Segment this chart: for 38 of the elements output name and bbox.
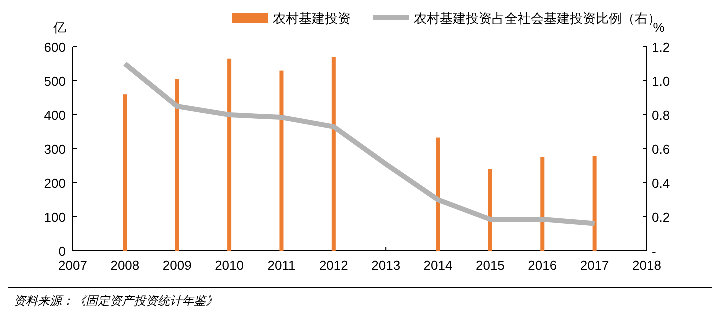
bar (436, 138, 440, 251)
y2-tick-label: - (652, 244, 656, 259)
y2-tick-label: 0.8 (652, 108, 670, 123)
x-tick-label: 2010 (215, 258, 244, 273)
y2-tick-label: 0.6 (652, 142, 670, 157)
y-tick-label: 300 (44, 142, 66, 157)
y2-tick-label: 1.2 (652, 40, 670, 55)
x-tick-label: 2007 (58, 258, 88, 273)
y-tick-label: 200 (44, 176, 66, 191)
y-tick-label: 100 (44, 210, 66, 225)
y2-tick-label: 0.2 (652, 210, 670, 225)
bar (332, 57, 336, 251)
bar (175, 79, 180, 251)
y-tick-label: 0 (58, 244, 66, 259)
bar (488, 169, 492, 251)
x-tick-label: 2013 (372, 258, 401, 273)
bar (540, 158, 545, 251)
bar (592, 156, 597, 251)
x-tick-label: 2008 (110, 258, 140, 273)
bar (280, 70, 284, 251)
x-tick-label: 2009 (162, 258, 192, 273)
x-tick-label: 2018 (632, 258, 662, 273)
text: 资料来源：《固定资产投资统计年鉴》 (14, 294, 218, 308)
x-tick-label: 2015 (476, 258, 505, 273)
y2-tick-label: 0.4 (652, 176, 670, 191)
bar (123, 94, 128, 251)
y-axis-title: 亿 (52, 20, 66, 35)
bar (228, 58, 232, 251)
x-tick-label: 2014 (424, 258, 453, 273)
x-tick-label: 2016 (528, 258, 558, 273)
x-tick-label: 2012 (319, 258, 348, 273)
x-tick-label: 2011 (268, 258, 296, 273)
legend-label: 农村基建投资 (273, 11, 351, 26)
y-tick-label: 500 (44, 74, 66, 89)
y2-tick-label: 1.0 (652, 74, 670, 89)
y-tick-label: 400 (44, 108, 66, 123)
y-tick-label: 600 (44, 40, 66, 55)
x-tick-label: 2017 (580, 258, 610, 273)
